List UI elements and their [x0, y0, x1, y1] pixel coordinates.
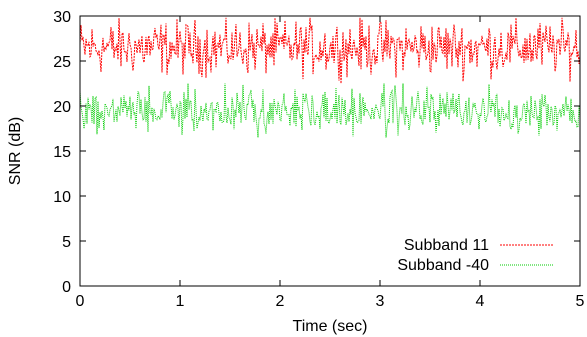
series-layer — [79, 17, 581, 138]
y-tick-label: 5 — [62, 234, 71, 251]
y-tick-label: 25 — [53, 54, 71, 71]
x-tick-label: 2 — [276, 293, 285, 310]
legend: Subband 11 Subband -40 — [397, 237, 553, 274]
legend-label: Subband -40 — [397, 257, 489, 274]
y-tick-label: 0 — [62, 279, 71, 296]
series-line — [79, 83, 581, 138]
y-tick-label: 15 — [53, 144, 71, 161]
x-tick-label: 1 — [176, 293, 185, 310]
x-tick-label: 3 — [376, 293, 385, 310]
ticks-layer: 0 1 2 3 4 5 0 5 10 15 20 25 30 — [53, 9, 584, 310]
x-tick-label: 4 — [476, 293, 485, 310]
series-line — [79, 17, 581, 84]
y-tick-label: 30 — [53, 9, 71, 26]
x-tick-label: 0 — [76, 293, 85, 310]
x-tick-label: 5 — [576, 293, 585, 310]
legend-label: Subband 11 — [404, 237, 489, 254]
y-tick-label: 10 — [53, 189, 71, 206]
y-tick-label: 20 — [53, 99, 71, 116]
y-axis-label: SNR (dB) — [7, 117, 24, 185]
x-axis-label: Time (sec) — [293, 318, 368, 335]
